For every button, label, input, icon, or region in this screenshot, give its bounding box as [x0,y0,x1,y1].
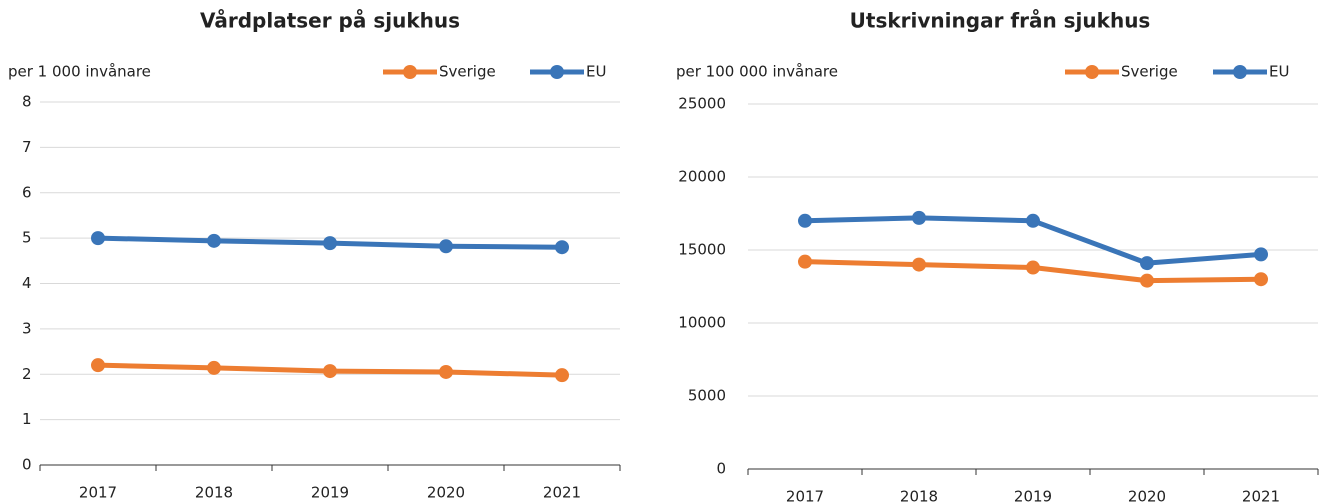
data-point [1140,273,1154,288]
data-point [1140,256,1154,271]
y-tick-label: 5 [22,229,32,247]
legend-marker [550,65,564,79]
x-tick-label: 2017 [786,488,824,504]
y-tick-label: 6 [22,183,32,201]
x-tick-label: 2018 [900,488,938,504]
chart-title: Vårdplatser på sjukhus [200,9,460,33]
y-tick-label: 0 [22,456,32,474]
data-point [91,358,105,373]
legend-marker [1085,65,1099,79]
data-point [1254,247,1268,262]
data-point [1254,272,1268,287]
y-tick-label: 4 [22,274,32,292]
y-tick-label: 5000 [688,387,726,405]
data-point [798,254,812,269]
data-point [912,257,926,272]
legend-marker [1233,65,1247,79]
data-point [1026,213,1040,228]
x-tick-label: 2017 [79,484,117,502]
data-point [798,213,812,228]
data-point [91,231,105,246]
axis-unit-label: per 1 000 invånare [8,63,151,81]
data-point [439,239,453,254]
data-point [1026,260,1040,275]
legend-marker [403,65,417,79]
legend-label: Sverige [1121,63,1178,81]
y-tick-label: 1 [22,410,32,428]
x-tick-label: 2020 [1128,488,1166,504]
x-tick-label: 2018 [195,484,233,502]
y-tick-label: 20000 [678,168,726,186]
data-point [555,368,569,383]
y-tick-label: 3 [22,319,32,337]
x-tick-label: 2019 [1014,488,1052,504]
y-tick-label: 2 [22,365,32,383]
axis-unit-label: per 100 000 invånare [676,63,838,81]
legend-label: EU [1269,63,1289,81]
data-point [207,360,221,375]
x-tick-label: 2020 [427,484,465,502]
y-tick-label: 8 [22,93,32,111]
y-tick-label: 15000 [678,241,726,259]
data-point [323,236,337,251]
data-point [439,364,453,379]
legend-label: Sverige [439,63,496,81]
data-point [207,233,221,248]
x-tick-label: 2021 [543,484,581,502]
y-tick-label: 10000 [678,314,726,332]
chart-title: Utskrivningar från sjukhus [850,9,1151,33]
data-point [323,364,337,379]
y-tick-label: 0 [716,460,726,478]
legend-label: EU [586,63,606,81]
x-tick-label: 2019 [311,484,349,502]
x-tick-label: 2021 [1242,488,1280,504]
y-tick-label: 25000 [678,95,726,113]
y-tick-label: 7 [22,138,32,156]
data-point [912,210,926,225]
data-point [555,240,569,255]
